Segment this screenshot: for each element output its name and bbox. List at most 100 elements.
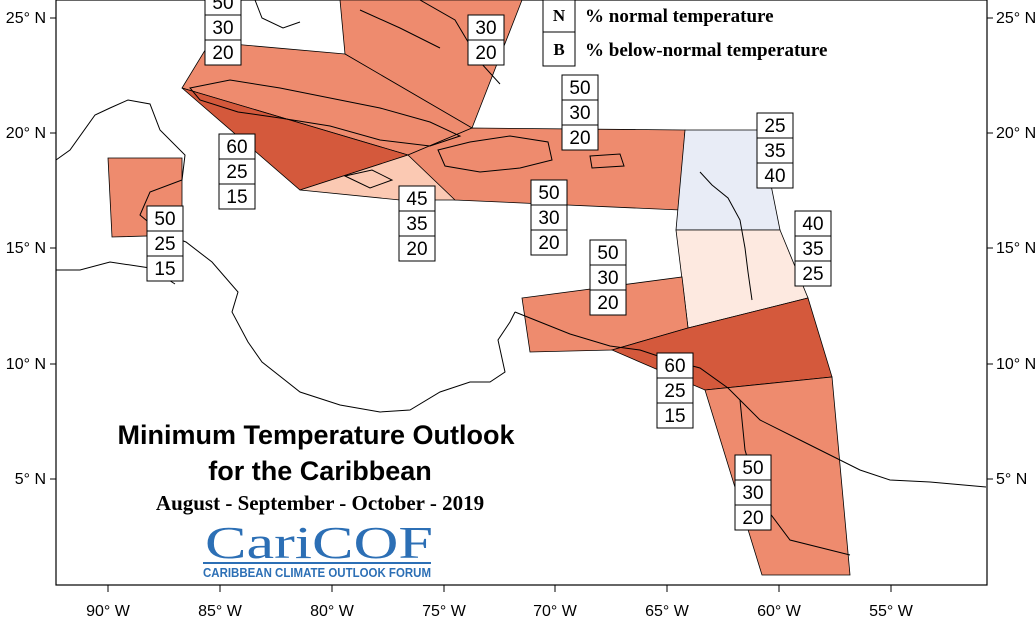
y-tick-label-left: 25° N bbox=[6, 10, 46, 27]
legend-key-normal: N bbox=[553, 6, 566, 25]
prob-value: 60 bbox=[226, 137, 247, 158]
prob-value: 35 bbox=[802, 239, 823, 260]
prob-cell bbox=[467, 39, 505, 66]
prob-box-hispaniola-north: 50 30 20 bbox=[561, 74, 599, 151]
prob-value: 20 bbox=[212, 43, 233, 64]
y-tick-label-left: 15° N bbox=[6, 240, 46, 257]
prob-value: 50 bbox=[538, 183, 559, 204]
prob-box-leeward-islands: 25 35 40 bbox=[756, 112, 794, 189]
y-tick-label-right: 10° N bbox=[996, 356, 1036, 373]
legend-key-box-normal bbox=[542, 0, 576, 33]
prob-box-guianas: 50 30 20 bbox=[734, 454, 772, 531]
prob-value: 50 bbox=[212, 0, 233, 14]
prob-value: 30 bbox=[212, 18, 233, 39]
prob-cell bbox=[734, 479, 772, 506]
prob-cell bbox=[756, 162, 794, 189]
prob-value: 20 bbox=[406, 239, 427, 260]
prob-cell bbox=[561, 74, 599, 101]
prob-value: 20 bbox=[742, 508, 763, 529]
prob-cell bbox=[204, 39, 242, 66]
legend-label-below: % below-normal temperature bbox=[585, 40, 827, 61]
prob-cell bbox=[734, 454, 772, 481]
prob-value: 30 bbox=[475, 18, 496, 39]
prob-cell bbox=[146, 205, 184, 232]
coast-puerto-rico bbox=[589, 153, 625, 169]
prob-value: 20 bbox=[538, 233, 559, 254]
x-tick-label: 75° W bbox=[422, 603, 467, 620]
prob-value: 15 bbox=[664, 406, 685, 427]
title-block: Minimum Temperature Outlook for the Cari… bbox=[117, 420, 515, 515]
coast-jamaica bbox=[343, 169, 394, 189]
prob-cell bbox=[398, 235, 436, 262]
y-tick-label-left: 5° N bbox=[15, 471, 46, 488]
prob-value: 30 bbox=[597, 268, 618, 289]
x-tick-label: 80° W bbox=[310, 603, 355, 620]
prob-cell bbox=[656, 402, 694, 429]
logo-wordmark: CariCOF bbox=[205, 517, 433, 568]
prob-box-windward-islands: 40 35 25 bbox=[794, 210, 832, 287]
legend-key-below: B bbox=[553, 40, 564, 59]
prob-value: 50 bbox=[154, 209, 175, 230]
prob-cell bbox=[756, 137, 794, 164]
prob-value: 25 bbox=[226, 162, 247, 183]
x-axis-ticks: 90° W 85° W 80° W 75° W 70° W 65° W 60° W 55° W bbox=[86, 585, 914, 620]
legend: N % normal temperature B % below-normal … bbox=[542, 0, 827, 67]
prob-value: 15 bbox=[154, 259, 175, 280]
title-line-2: for the Caribbean bbox=[208, 456, 432, 486]
coast-hispaniola bbox=[437, 135, 553, 173]
x-tick-label: 85° W bbox=[198, 603, 243, 620]
prob-value: 20 bbox=[569, 128, 590, 149]
prob-value: 25 bbox=[764, 116, 785, 137]
prob-cell bbox=[734, 504, 772, 531]
prob-cell bbox=[530, 204, 568, 231]
probability-boxes: 5030203020602515502515453520503020503020… bbox=[146, 0, 832, 531]
y-tick-label-right: 20° N bbox=[996, 125, 1036, 142]
prob-cell bbox=[467, 14, 505, 41]
prob-box-trinidad: 60 25 15 bbox=[656, 352, 694, 429]
prob-cell bbox=[794, 235, 832, 262]
prob-cell bbox=[794, 260, 832, 287]
x-tick-label: 70° W bbox=[533, 603, 578, 620]
prob-value: 40 bbox=[764, 166, 785, 187]
x-tick-label: 90° W bbox=[86, 603, 131, 620]
prob-box-jamaica: 45 35 20 bbox=[398, 185, 436, 262]
y-tick-label-left: 10° N bbox=[6, 356, 46, 373]
prob-value: 30 bbox=[742, 483, 763, 504]
prob-value: 30 bbox=[569, 103, 590, 124]
prob-cell bbox=[656, 377, 694, 404]
prob-cell bbox=[530, 229, 568, 256]
y-tick-label-right: 25° N bbox=[996, 10, 1036, 27]
prob-box-bahamas-west: 50 30 20 bbox=[204, 0, 242, 66]
prob-value: 15 bbox=[226, 187, 247, 208]
legend-label-normal: % normal temperature bbox=[585, 6, 774, 27]
prob-value: 25 bbox=[154, 234, 175, 255]
prob-value: 60 bbox=[664, 356, 685, 377]
x-tick-label: 55° W bbox=[869, 603, 914, 620]
y-tick-label-left: 20° N bbox=[6, 125, 46, 142]
prob-value: 50 bbox=[597, 243, 618, 264]
y-axis-ticks: 25° N 25° N 20° N 20° N 15° N 15° N 10° N 10° N… bbox=[6, 10, 1036, 488]
prob-cell bbox=[398, 185, 436, 212]
prob-value: 25 bbox=[664, 381, 685, 402]
logo-tagline: CARIBBEAN CLIMATE OUTLOOK FORUM bbox=[203, 566, 431, 580]
prob-cell bbox=[561, 124, 599, 151]
prob-cell bbox=[589, 289, 627, 316]
coast-florida bbox=[254, 0, 301, 29]
prob-box-abc-islands: 50 30 20 bbox=[589, 239, 627, 316]
coast-antilles bbox=[699, 171, 753, 301]
prob-value: 25 bbox=[802, 264, 823, 285]
prob-value: 45 bbox=[406, 189, 427, 210]
prob-value: 50 bbox=[569, 78, 590, 99]
y-tick-label-right: 15° N bbox=[996, 240, 1036, 257]
prob-value: 20 bbox=[597, 293, 618, 314]
prob-box-cuba: 60 25 15 bbox=[218, 133, 256, 210]
title-period: August - September - October - 2019 bbox=[156, 491, 484, 515]
y-tick-label-right: 5° N bbox=[996, 471, 1027, 488]
title-line-1: Minimum Temperature Outlook bbox=[117, 420, 515, 450]
caricof-logo: CariCOF CARIBBEAN CLIMATE OUTLOOK FORUM bbox=[203, 517, 433, 580]
prob-cell bbox=[218, 183, 256, 210]
prob-value: 50 bbox=[742, 458, 763, 479]
prob-value: 35 bbox=[406, 214, 427, 235]
